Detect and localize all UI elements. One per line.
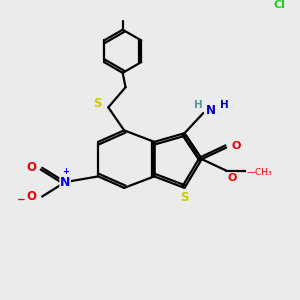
Text: —CH₃: —CH₃ <box>247 168 272 177</box>
Text: O: O <box>232 141 241 151</box>
Text: Cl: Cl <box>274 0 285 10</box>
Text: O: O <box>26 190 36 203</box>
Text: H: H <box>220 100 228 110</box>
Text: O: O <box>26 161 36 174</box>
Text: +: + <box>62 167 69 176</box>
Text: −: − <box>17 195 26 205</box>
Text: N: N <box>60 176 70 189</box>
Text: S: S <box>93 98 102 110</box>
Text: S: S <box>180 191 189 205</box>
Text: O: O <box>227 173 237 183</box>
Text: H: H <box>194 100 203 110</box>
Text: N: N <box>206 104 215 117</box>
